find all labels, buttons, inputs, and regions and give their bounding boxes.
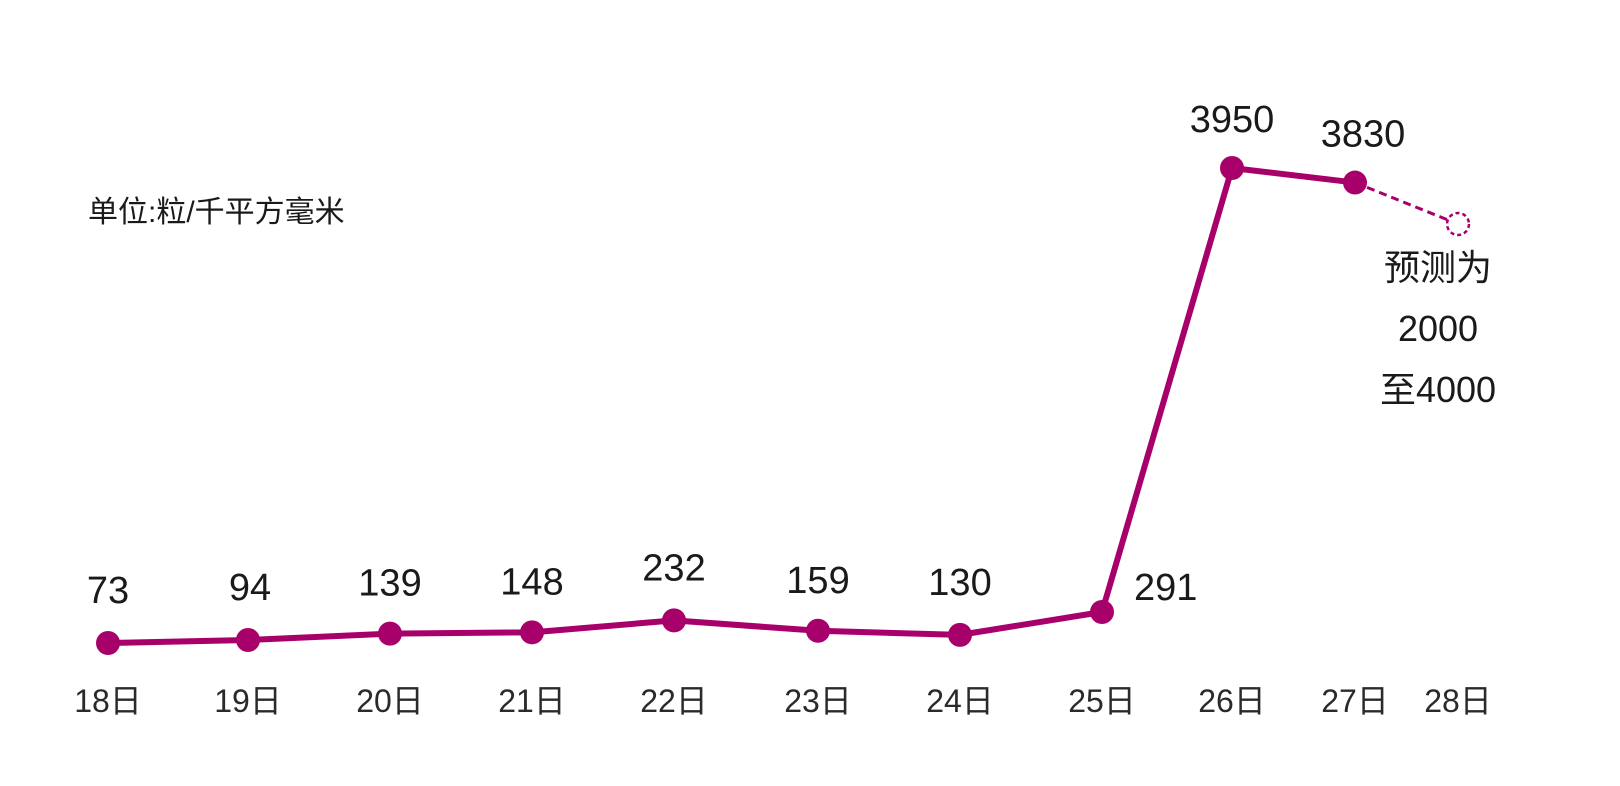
- data-label: 139: [358, 563, 421, 605]
- data-label: 148: [500, 561, 563, 603]
- data-label: 291: [1134, 567, 1197, 609]
- series-layer: [96, 156, 1367, 655]
- forecast-line-2: 2000: [1398, 308, 1478, 349]
- data-label: 130: [928, 562, 991, 604]
- forecast-annotation: 预测为 2000 至4000: [1354, 181, 1496, 410]
- data-point: [1220, 156, 1244, 180]
- data-label: 232: [642, 547, 705, 589]
- forecast-point: [1445, 211, 1471, 237]
- forecast-dashed-line: [1354, 181, 1449, 222]
- data-point: [1090, 600, 1114, 624]
- data-label: 73: [87, 570, 129, 612]
- x-tick-label: 21日: [498, 683, 566, 719]
- data-label: 3830: [1321, 114, 1406, 156]
- x-tick-label: 25日: [1068, 683, 1136, 719]
- data-point: [378, 621, 402, 646]
- data-labels: 73 94 139 148 232 159 130 291 3950 3830: [87, 99, 1405, 612]
- x-tick-label: 27日: [1321, 683, 1389, 719]
- data-point: [806, 618, 830, 643]
- data-point: [662, 608, 686, 633]
- x-tick-label: 22日: [640, 683, 708, 719]
- x-tick-label: 28日: [1424, 683, 1492, 719]
- data-point: [96, 631, 120, 655]
- x-tick-label: 26日: [1198, 683, 1266, 719]
- forecast-line-3: 至4000: [1380, 369, 1496, 410]
- forecast-line-1: 预测为: [1384, 247, 1492, 288]
- data-point: [520, 620, 544, 645]
- data-label: 94: [229, 567, 271, 609]
- data-point: [948, 622, 972, 647]
- x-tick-label: 23日: [784, 683, 852, 719]
- unit-label: 单位:粒/千平方毫米: [88, 196, 345, 229]
- x-tick-label: 18日: [74, 683, 142, 719]
- x-axis-ticks: 18日 19日 20日 21日 22日 23日 24日 25日 26日 27日 28日: [74, 683, 1492, 719]
- x-tick-label: 24日: [926, 683, 994, 719]
- x-tick-label: 20日: [356, 683, 424, 719]
- x-tick-label: 19日: [214, 683, 282, 719]
- data-label: 159: [786, 560, 849, 602]
- data-point: [236, 628, 260, 653]
- series-line: [107, 165, 1356, 646]
- data-label: 3950: [1190, 99, 1275, 141]
